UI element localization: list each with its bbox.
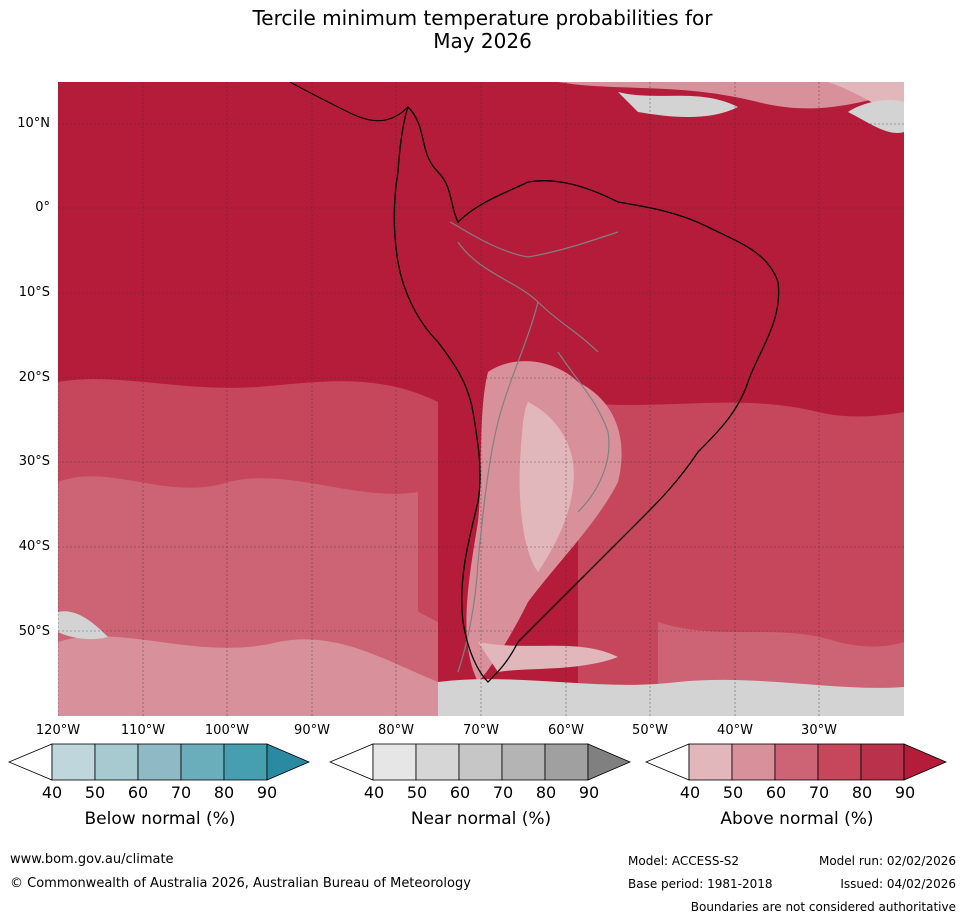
- south-grey-band: [438, 679, 904, 716]
- cb1-tick: 40: [363, 783, 385, 802]
- cb0-tick: 50: [84, 783, 106, 802]
- cb0-tick: 60: [127, 783, 149, 802]
- lon-label-80w: 80°W: [378, 723, 414, 738]
- gridlines: [58, 82, 904, 716]
- colorbar-high-extend: [266, 743, 311, 781]
- lon-label-120w: 120°W: [35, 723, 81, 738]
- north-patch-1: [558, 82, 904, 109]
- colorbar-segment: [415, 743, 460, 781]
- chart-title-line1: Tercile minimum temperature probabilitie…: [252, 6, 713, 30]
- footer-disclaimer: Boundaries are not considered authoritat…: [690, 900, 956, 914]
- cb2-tick: 70: [808, 783, 830, 802]
- colorbar-segment: [458, 743, 503, 781]
- lon-label-40w: 40°W: [717, 723, 753, 738]
- colorbar-segment: [860, 743, 905, 781]
- colorbar-segment: [51, 743, 96, 781]
- cb1-tick: 60: [449, 783, 471, 802]
- probability-map: [58, 82, 904, 716]
- cb2-tick: 90: [894, 783, 916, 802]
- colorbar-segment: [94, 743, 139, 781]
- cb2-tick: 60: [765, 783, 787, 802]
- central-america-coastline: [289, 82, 409, 122]
- map-canvas: [58, 82, 904, 716]
- lat-label-0: 0°: [35, 200, 50, 215]
- colorbar-segment: [180, 743, 225, 781]
- lon-label-50w: 50°W: [632, 723, 668, 738]
- cb1-tick: 70: [492, 783, 514, 802]
- colorbar-segment: [372, 743, 417, 781]
- colorbar-low-extend: [8, 743, 53, 781]
- southwest-grey-patch: [58, 611, 108, 640]
- lon-label-90w: 90°W: [294, 723, 330, 738]
- colorbar-high-extend: [903, 743, 948, 781]
- south-america-coastline: [393, 105, 780, 683]
- footer-issued: Issued: 04/02/2026: [840, 877, 956, 891]
- lat-label-40s: 40°S: [18, 539, 50, 554]
- footer-website[interactable]: www.bom.gov.au/climate: [10, 852, 174, 867]
- lat-label-10n: 10°N: [17, 116, 50, 131]
- lon-label-30w: 30°W: [801, 723, 837, 738]
- footer-model: Model: ACCESS-S2: [628, 854, 740, 868]
- colorbar-title-near: Near normal (%): [410, 809, 552, 829]
- lon-label-100w: 100°W: [204, 723, 250, 738]
- footer-model-run: Model run: 02/02/2026: [818, 854, 956, 868]
- colorbar-title-above: Above normal (%): [720, 809, 874, 829]
- cb1-tick: 90: [578, 783, 600, 802]
- colorbar-segment: [817, 743, 862, 781]
- band-60-south-pacific: [58, 636, 438, 716]
- lat-label-50s: 50°S: [18, 624, 50, 639]
- cb1-tick: 50: [406, 783, 428, 802]
- lon-label-70w: 70°W: [463, 723, 499, 738]
- lat-label-20s: 20°S: [18, 370, 50, 385]
- cb0-tick: 80: [213, 783, 235, 802]
- north-patch-2: [618, 92, 738, 117]
- chart-title-line2: May 2026: [433, 29, 532, 53]
- cb2-tick: 80: [851, 783, 873, 802]
- south-light-band: [478, 642, 618, 672]
- colorbar-low-extend: [645, 743, 690, 781]
- colorbar-low-extend: [329, 743, 374, 781]
- cb1-tick: 80: [535, 783, 557, 802]
- cb2-tick: 50: [722, 783, 744, 802]
- colorbar-segment: [137, 743, 182, 781]
- footer-base-period: Base period: 1981-2018: [628, 877, 773, 891]
- lat-label-10s: 10°S: [18, 285, 50, 300]
- lat-label-30s: 30°S: [18, 454, 50, 469]
- colorbar-high-extend: [587, 743, 632, 781]
- colorbar-segment: [774, 743, 819, 781]
- colorbar-below-normal: [8, 743, 311, 781]
- colorbar-segment: [501, 743, 546, 781]
- lon-label-60w: 60°W: [548, 723, 584, 738]
- cb0-tick: 70: [170, 783, 192, 802]
- cb2-tick: 40: [679, 783, 701, 802]
- colorbar-above-normal: [645, 743, 948, 781]
- land-interior-light: [519, 402, 574, 572]
- colorbar-segment: [223, 743, 268, 781]
- colorbar-segment: [688, 743, 733, 781]
- country-borders: [449, 221, 619, 673]
- lon-label-110w: 110°W: [120, 723, 166, 738]
- colorbar-near-normal: [329, 743, 632, 781]
- north-patch-3: [828, 82, 904, 122]
- footer-copyright: © Commonwealth of Australia 2026, Austra…: [10, 876, 471, 891]
- colorbar-title-below: Below normal (%): [84, 809, 236, 829]
- colorbar-segment: [544, 743, 589, 781]
- cb0-tick: 40: [41, 783, 63, 802]
- cb0-tick: 90: [256, 783, 278, 802]
- north-patch-4: [848, 100, 904, 133]
- colorbar-segment: [731, 743, 776, 781]
